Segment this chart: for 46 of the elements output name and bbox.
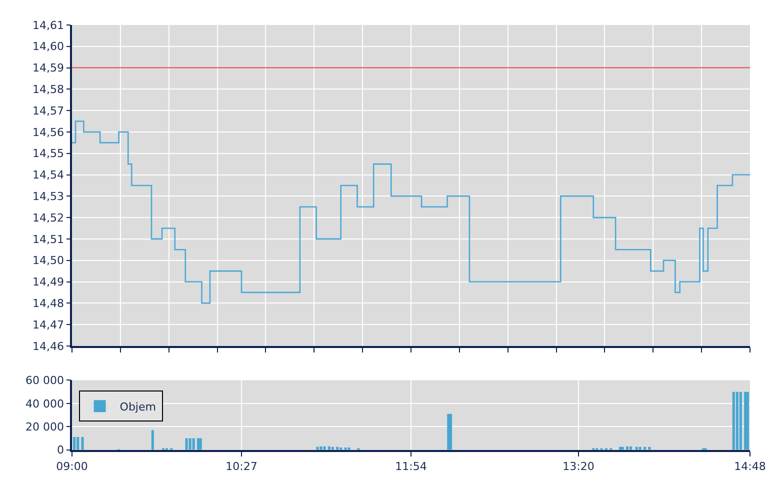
y-tick-label: 14,52 [32,211,64,224]
bar [188,438,192,450]
bar [739,392,742,450]
legend-label: Objem [120,400,156,414]
y-tick-label: 14,60 [32,40,64,54]
y-tick-label: 14,51 [32,232,64,246]
y-tick-label: 14,46 [32,340,64,353]
y-tick-label: 14,48 [32,297,64,310]
x-tick-label: 09:00 [56,460,88,473]
bar [73,437,76,450]
bar [449,414,452,450]
bar [732,392,735,450]
x-tick-label: 13:20 [562,460,594,473]
bar [323,446,326,450]
y-tick-label: 20 000 [26,420,64,434]
bar [196,438,200,450]
bar [76,437,80,450]
bar [447,414,450,450]
y-tick-label: 40 000 [26,397,64,410]
y-tick-label: 60 000 [26,374,64,388]
bar [320,446,322,450]
bar [316,446,319,450]
y-tick-label: 14,58 [32,83,64,96]
y-tick-label: 14,47 [32,318,64,332]
y-tick-label: 14,59 [32,62,64,75]
y-tick-label: 14,54 [32,168,64,182]
bar [185,438,188,450]
y-tick-label: 14,56 [32,126,64,139]
y-tick-label: 14,55 [32,147,64,160]
bar [746,392,749,450]
y-tick-label: 14,53 [32,190,64,204]
y-tick-label: 0 [57,444,64,457]
y-tick-label: 14,50 [32,254,64,268]
bar [648,446,651,450]
bar [744,392,747,450]
x-tick-label: 11:54 [395,460,427,473]
y-tick-label: 14,49 [32,276,64,289]
x-tick-label: 10:27 [226,460,258,473]
y-tick-label: 14,57 [32,104,64,118]
bar [199,438,202,450]
x-tick-label: 14:48 [734,460,766,473]
bar [81,437,84,450]
bar [192,438,195,450]
bar [151,430,154,450]
bar [736,392,738,450]
y-tick-label: 14,61 [32,18,64,32]
